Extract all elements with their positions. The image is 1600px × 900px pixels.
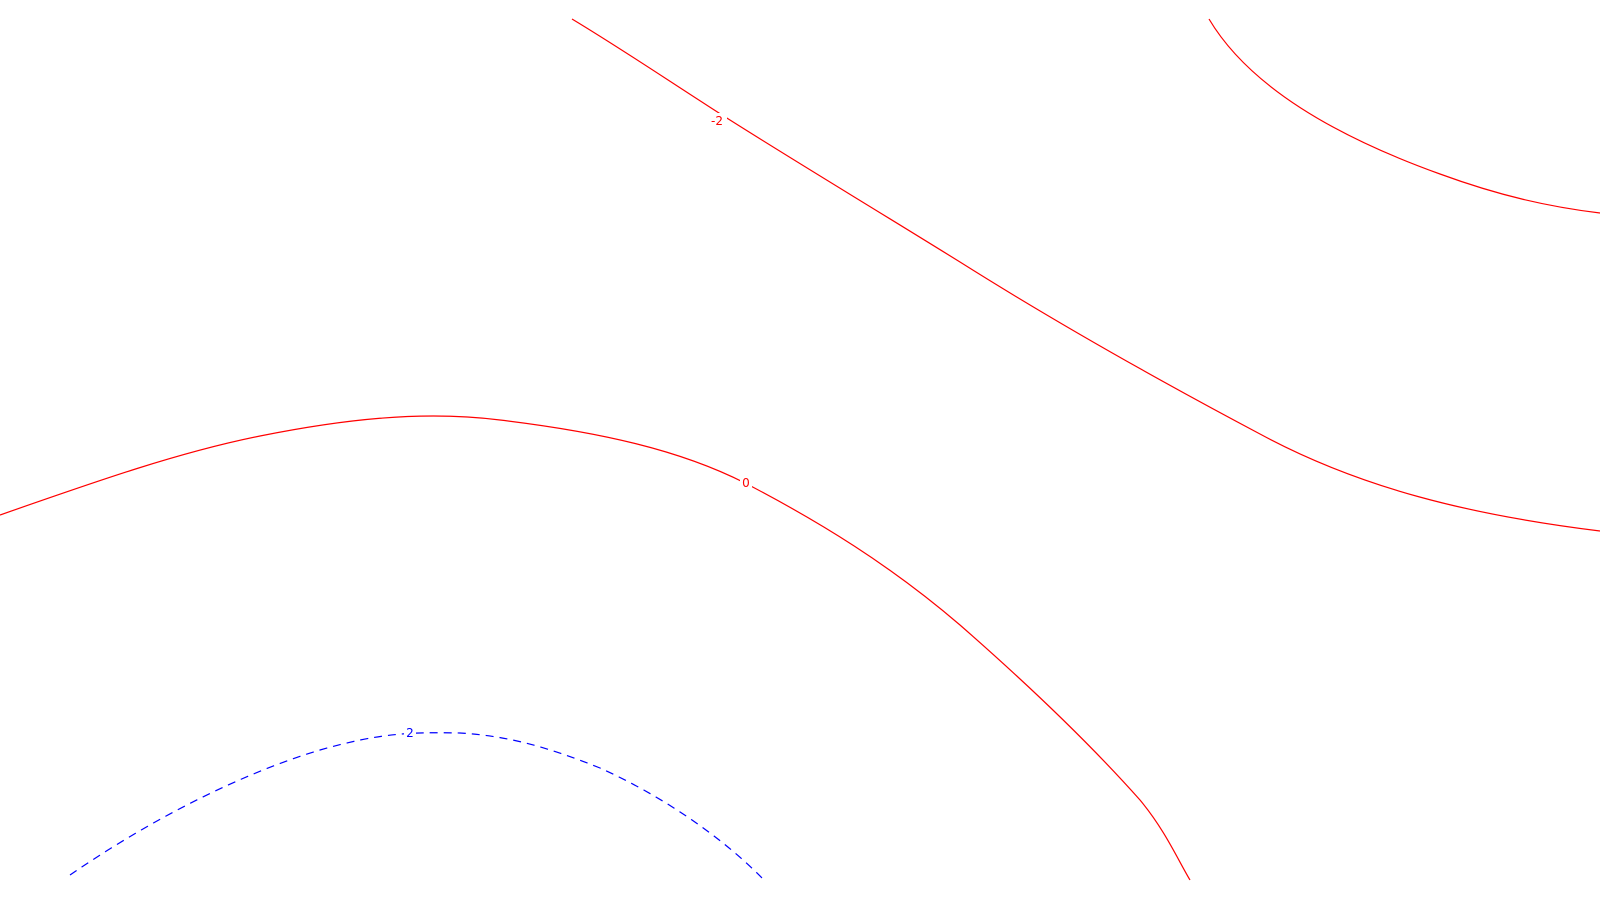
contour-0-line — [0, 415, 1191, 881]
contour-2-line — [69, 732, 765, 881]
contour-labels: -2 0 2 — [404, 113, 752, 741]
contour-0-label: 0 — [742, 476, 750, 490]
contour-0-label-group: 0 — [740, 475, 752, 491]
contour-lines — [0, 18, 1600, 881]
contour-minus-2-upper-line — [571, 18, 1600, 532]
contour-minus-2-right-line — [1208, 18, 1600, 214]
contour-minus-2-upper-label-mask — [707, 113, 727, 129]
contour-2-label-mask — [404, 725, 416, 741]
contour-minus-2-upper-label: -2 — [711, 114, 723, 128]
contour-0-label-mask — [740, 475, 752, 491]
contour-2-label-group: 2 — [404, 725, 416, 741]
contour-minus-2-upper-label-group: -2 — [707, 113, 727, 129]
contour-2-label: 2 — [406, 726, 414, 740]
